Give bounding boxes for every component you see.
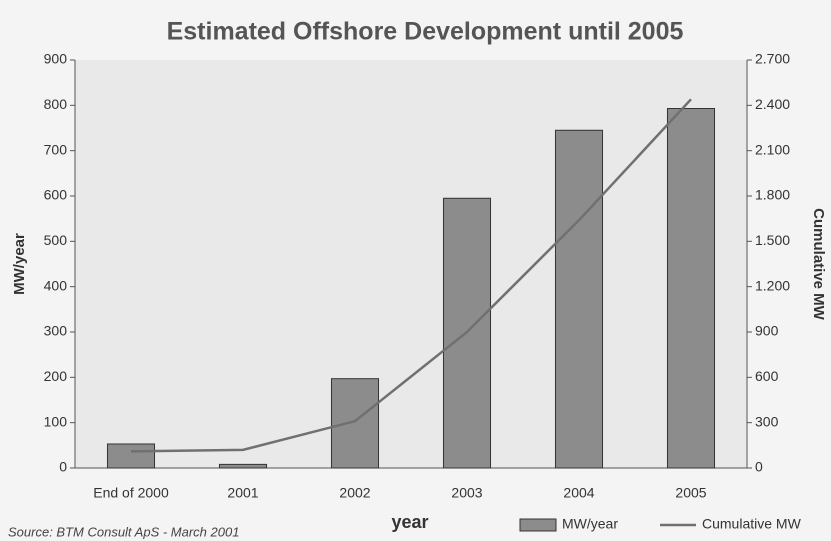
y2-tick-label: 1.500 <box>755 232 790 248</box>
x-tick-label: 2002 <box>339 485 370 501</box>
y2-axis-title: Cumulative MW <box>810 208 827 321</box>
line <box>130 98 692 453</box>
y-tick-label: 800 <box>44 96 68 112</box>
x-tick-label: End of 2000 <box>93 485 169 501</box>
y2-tick-label: 1.800 <box>755 187 790 203</box>
y2-tick-label: 2.700 <box>755 51 790 67</box>
y2-tick-label: 2.400 <box>755 96 790 112</box>
x-tick-label: 2004 <box>563 485 594 501</box>
plot-area <box>75 60 747 468</box>
x-axis-title: year <box>391 512 428 532</box>
y-tick-label: 700 <box>44 141 68 157</box>
legend-swatch <box>519 518 557 532</box>
x-tick-label: 2003 <box>451 485 482 501</box>
y-tick-label: 900 <box>44 51 68 67</box>
bar <box>106 443 156 469</box>
chart-title: Estimated Offshore Development until 200… <box>167 18 684 46</box>
y-tick-label: 600 <box>44 187 68 203</box>
y2-tick-label: 0 <box>755 459 763 475</box>
y2-tick-label: 900 <box>755 323 779 339</box>
y2-tick-label: 600 <box>755 368 779 384</box>
bar <box>666 108 716 469</box>
y-tick-label: 400 <box>44 277 68 293</box>
y-tick-label: 100 <box>44 413 68 429</box>
legend-label: MW/year <box>562 516 618 532</box>
y-tick-label: 500 <box>44 232 68 248</box>
y2-tick-label: 300 <box>755 413 779 429</box>
source-note: Source: BTM Consult ApS - March 2001 <box>8 524 239 539</box>
y2-tick-label: 1.200 <box>755 277 790 293</box>
bar <box>554 129 604 469</box>
y-tick-label: 300 <box>44 323 68 339</box>
y-tick-label: 0 <box>59 459 67 475</box>
y-axis-title: MW/year <box>11 233 28 295</box>
legend-label: Cumulative MW <box>702 516 802 532</box>
y-tick-label: 200 <box>44 368 68 384</box>
bar <box>218 463 268 469</box>
x-tick-label: 2001 <box>227 485 258 501</box>
y2-tick-label: 2.100 <box>755 141 790 157</box>
bar <box>330 378 380 469</box>
x-tick-label: 2005 <box>675 485 706 501</box>
